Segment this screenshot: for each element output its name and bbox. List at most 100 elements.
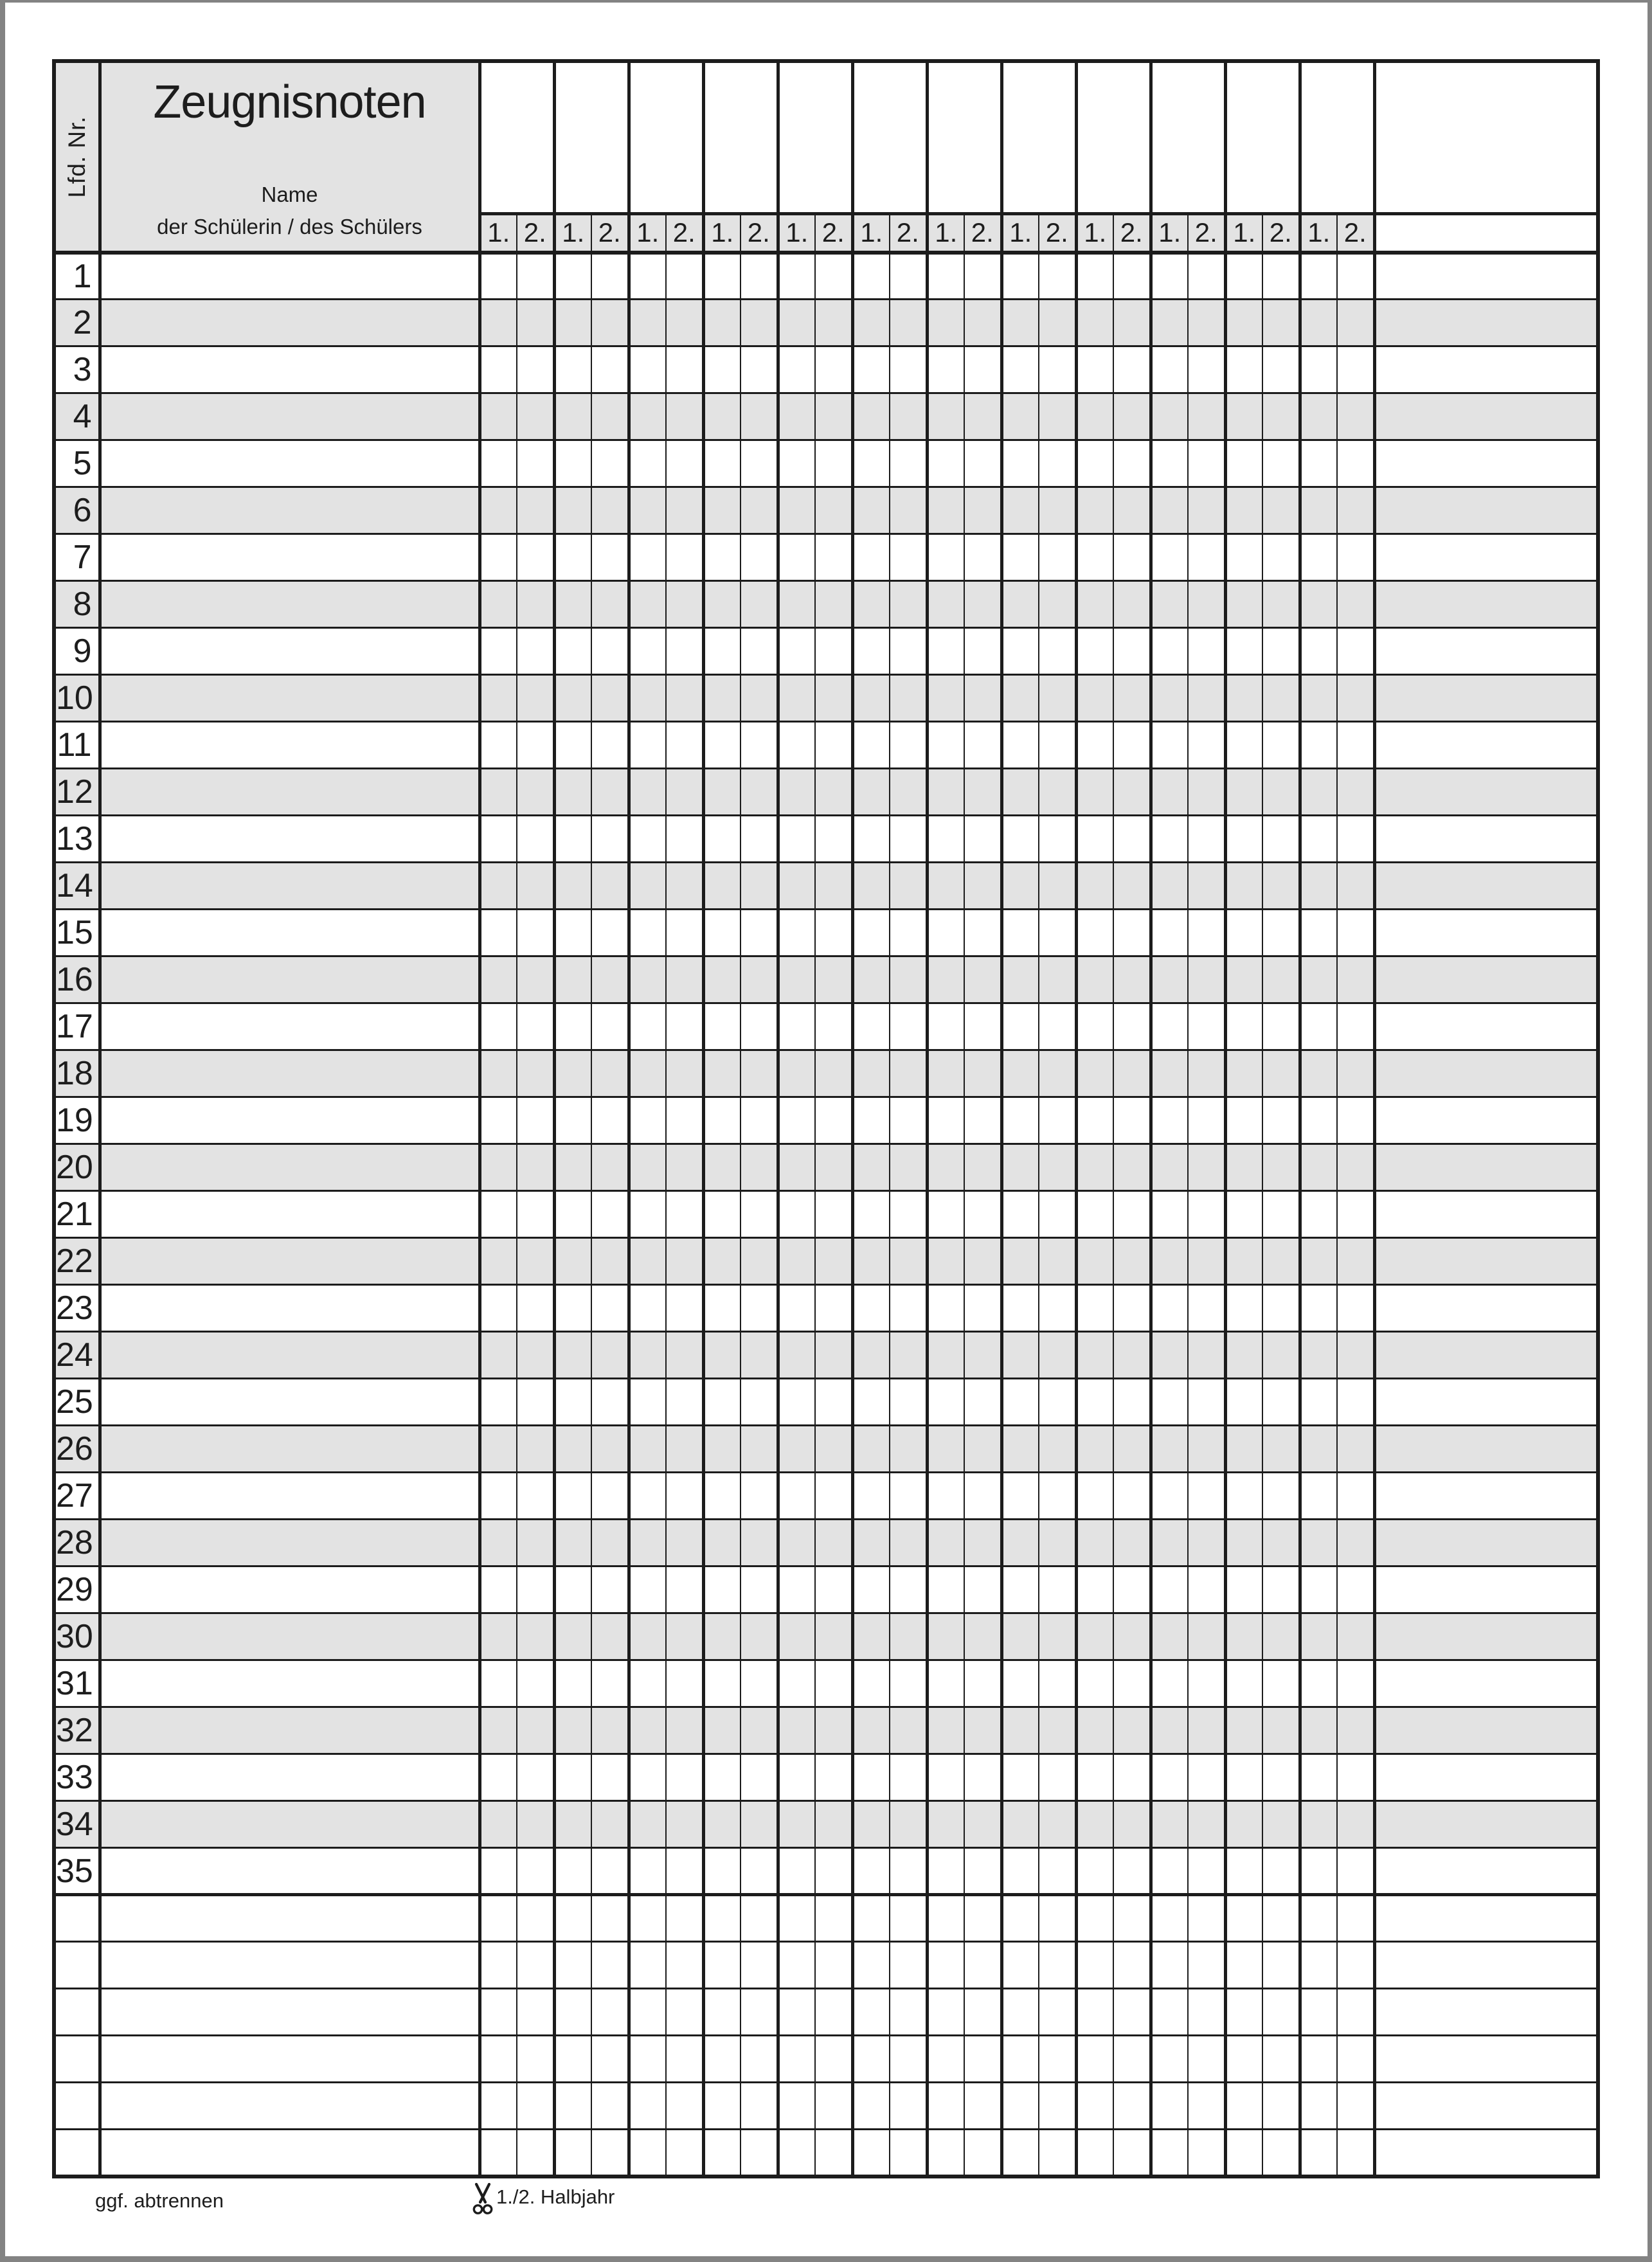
- grade-cell-first-half[interactable]: [1149, 1190, 1189, 1239]
- grade-cell-second-half[interactable]: [740, 580, 778, 629]
- grade-cell-first-half[interactable]: [1074, 2034, 1114, 2083]
- grade-cell-first-half[interactable]: [552, 1847, 592, 1896]
- grade-cell-first-half[interactable]: [552, 1237, 592, 1286]
- grade-cell-second-half[interactable]: [964, 861, 1002, 910]
- grade-cell-second-half[interactable]: [665, 1002, 704, 1051]
- grade-cell-first-half[interactable]: [850, 674, 890, 723]
- grade-cell-first-half[interactable]: [1000, 1800, 1039, 1849]
- grade-cell-first-half[interactable]: [701, 1753, 741, 1802]
- grade-cell-first-half[interactable]: [1149, 674, 1189, 723]
- notes-cell[interactable]: [1372, 439, 1599, 488]
- grade-cell-first-half[interactable]: [1000, 955, 1039, 1004]
- grade-cell-second-half[interactable]: [1187, 251, 1226, 300]
- grade-cell-first-half[interactable]: [552, 1190, 592, 1239]
- grade-cell-first-half[interactable]: [1223, 1284, 1263, 1333]
- grade-cell-first-half[interactable]: [701, 674, 741, 723]
- grade-cell-first-half[interactable]: [1149, 1518, 1189, 1567]
- grade-cell-first-half[interactable]: [1000, 627, 1039, 676]
- notes-cell[interactable]: [1372, 1941, 1599, 1989]
- student-name-cell[interactable]: [98, 1518, 480, 1567]
- grade-cell-second-half[interactable]: [1038, 1378, 1077, 1426]
- grade-cell-first-half[interactable]: [776, 1143, 816, 1192]
- student-name-cell[interactable]: [98, 814, 480, 863]
- grade-cell-second-half[interactable]: [516, 2034, 555, 2083]
- grade-cell-first-half[interactable]: [850, 298, 890, 347]
- grade-cell-second-half[interactable]: [1113, 1612, 1151, 1661]
- grade-cell-second-half[interactable]: [1262, 1659, 1300, 1708]
- grade-cell-second-half[interactable]: [1187, 1518, 1226, 1567]
- grade-cell-first-half[interactable]: [1149, 251, 1189, 300]
- grade-cell-second-half[interactable]: [516, 1893, 555, 1943]
- grade-cell-second-half[interactable]: [1187, 580, 1226, 629]
- grade-cell-second-half[interactable]: [1113, 1706, 1151, 1755]
- grade-cell-first-half[interactable]: [627, 2128, 667, 2177]
- grade-cell-first-half[interactable]: [850, 2128, 890, 2177]
- grade-cell-second-half[interactable]: [964, 955, 1002, 1004]
- grade-cell-second-half[interactable]: [814, 1378, 853, 1426]
- grade-cell-second-half[interactable]: [665, 1096, 704, 1145]
- notes-cell[interactable]: [1372, 580, 1599, 629]
- grade-cell-first-half[interactable]: [552, 814, 592, 863]
- grade-cell-second-half[interactable]: [1187, 1893, 1226, 1943]
- header-notes-cell[interactable]: [1372, 60, 1599, 215]
- grade-cell-second-half[interactable]: [814, 298, 853, 347]
- grade-cell-first-half[interactable]: [1298, 1471, 1338, 1520]
- grade-cell-second-half[interactable]: [889, 1753, 928, 1802]
- grade-cell-second-half[interactable]: [665, 1378, 704, 1426]
- grade-cell-first-half[interactable]: [1074, 251, 1114, 300]
- grade-cell-second-half[interactable]: [1262, 298, 1300, 347]
- grade-cell-second-half[interactable]: [665, 486, 704, 535]
- notes-cell[interactable]: [1372, 1988, 1599, 2036]
- grade-cell-first-half[interactable]: [850, 580, 890, 629]
- grade-cell-first-half[interactable]: [1000, 1753, 1039, 1802]
- grade-cell-first-half[interactable]: [1298, 674, 1338, 723]
- grade-cell-first-half[interactable]: [1298, 955, 1338, 1004]
- grade-cell-first-half[interactable]: [627, 1096, 667, 1145]
- grade-cell-first-half[interactable]: [925, 1096, 965, 1145]
- grade-cell-first-half[interactable]: [701, 439, 741, 488]
- grade-cell-second-half[interactable]: [964, 674, 1002, 723]
- grade-cell-first-half[interactable]: [552, 908, 592, 957]
- grade-cell-second-half[interactable]: [740, 955, 778, 1004]
- grade-cell-first-half[interactable]: [627, 1893, 667, 1943]
- grade-cell-second-half[interactable]: [1187, 1941, 1226, 1989]
- notes-cell[interactable]: [1372, 1518, 1599, 1567]
- grade-cell-second-half[interactable]: [1336, 627, 1375, 676]
- grade-cell-second-half[interactable]: [889, 1237, 928, 1286]
- grade-cell-second-half[interactable]: [591, 1800, 629, 1849]
- grade-cell-first-half[interactable]: [627, 1659, 667, 1708]
- grade-cell-second-half[interactable]: [665, 721, 704, 769]
- grade-cell-second-half[interactable]: [814, 486, 853, 535]
- grade-cell-first-half[interactable]: [850, 1941, 890, 1989]
- grade-cell-second-half[interactable]: [964, 2034, 1002, 2083]
- grade-cell-first-half[interactable]: [925, 1471, 965, 1520]
- grade-cell-first-half[interactable]: [552, 1612, 592, 1661]
- grade-cell-first-half[interactable]: [1074, 439, 1114, 488]
- grade-cell-first-half[interactable]: [627, 486, 667, 535]
- grade-cell-second-half[interactable]: [740, 1237, 778, 1286]
- grade-cell-first-half[interactable]: [1000, 2128, 1039, 2177]
- grade-cell-second-half[interactable]: [1262, 861, 1300, 910]
- grade-cell-first-half[interactable]: [552, 1284, 592, 1333]
- grade-cell-first-half[interactable]: [1298, 392, 1338, 441]
- grade-cell-second-half[interactable]: [591, 627, 629, 676]
- grade-cell-first-half[interactable]: [925, 1237, 965, 1286]
- grade-cell-first-half[interactable]: [701, 1378, 741, 1426]
- grade-cell-first-half[interactable]: [1223, 1565, 1263, 1614]
- grade-cell-second-half[interactable]: [814, 814, 853, 863]
- grade-cell-second-half[interactable]: [1113, 1002, 1151, 1051]
- grade-cell-first-half[interactable]: [850, 1143, 890, 1192]
- grade-cell-first-half[interactable]: [1000, 1331, 1039, 1379]
- grade-cell-second-half[interactable]: [1262, 814, 1300, 863]
- grade-cell-first-half[interactable]: [1298, 1143, 1338, 1192]
- grade-cell-second-half[interactable]: [740, 1612, 778, 1661]
- grade-cell-second-half[interactable]: [591, 861, 629, 910]
- grade-cell-first-half[interactable]: [850, 1424, 890, 1473]
- grade-cell-second-half[interactable]: [1262, 486, 1300, 535]
- grade-cell-first-half[interactable]: [701, 2081, 741, 2130]
- grade-cell-first-half[interactable]: [1298, 908, 1338, 957]
- grade-cell-first-half[interactable]: [925, 1284, 965, 1333]
- grade-cell-first-half[interactable]: [701, 1331, 741, 1379]
- grade-cell-first-half[interactable]: [701, 1143, 741, 1192]
- subject-name-cell[interactable]: [701, 60, 778, 215]
